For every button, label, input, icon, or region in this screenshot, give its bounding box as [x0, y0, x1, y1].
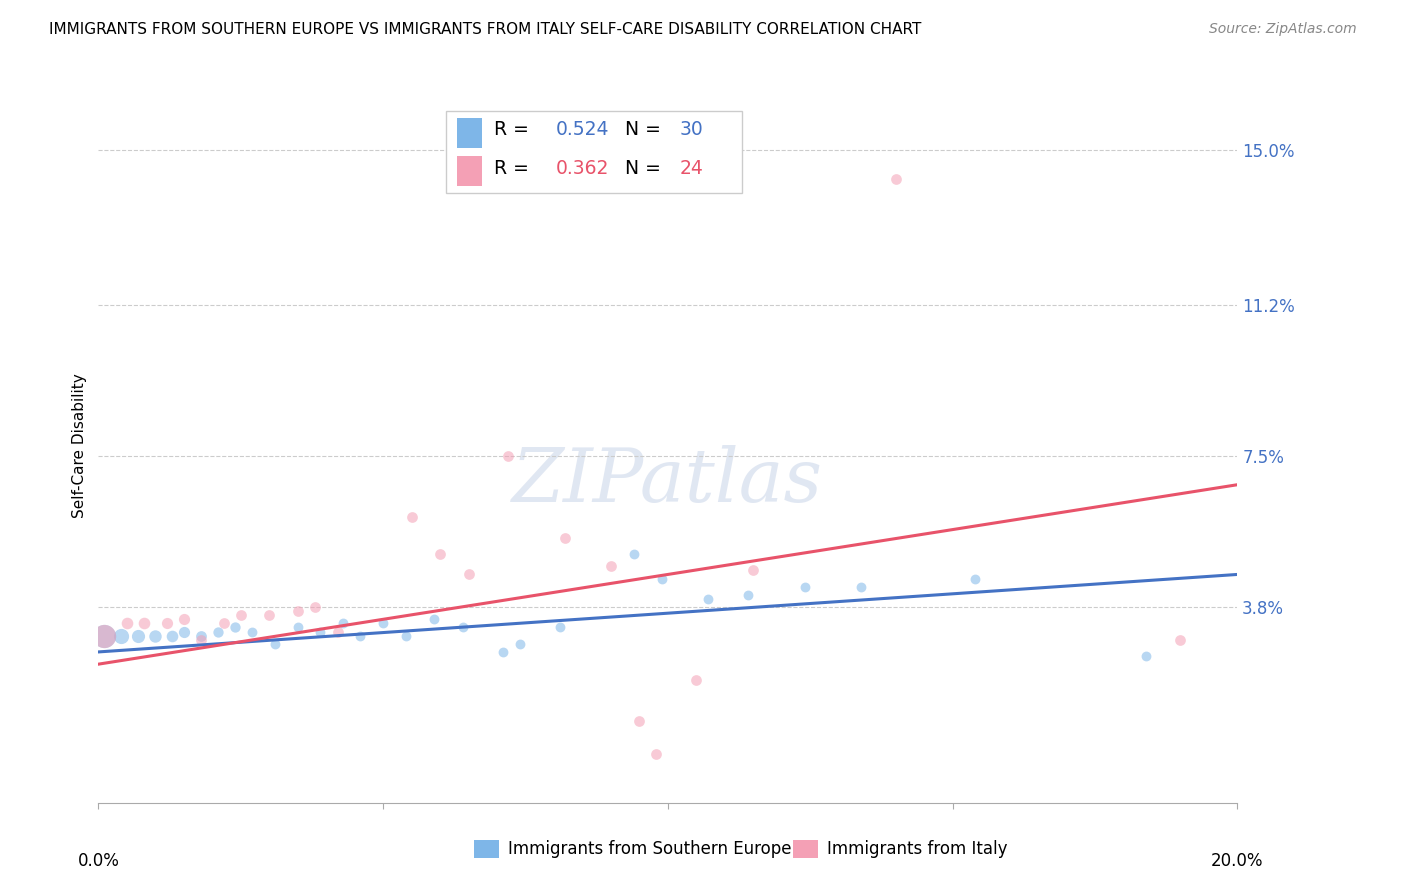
Point	[628, 714, 651, 729]
Point	[548, 620, 571, 634]
Point	[110, 629, 132, 643]
Point	[965, 572, 987, 586]
Point	[742, 563, 765, 577]
Point	[326, 624, 349, 639]
Point	[132, 616, 155, 631]
Point	[401, 510, 423, 524]
Point	[93, 629, 115, 643]
Point	[509, 637, 531, 651]
Bar	[457, 118, 482, 147]
Point	[309, 624, 332, 639]
FancyBboxPatch shape	[446, 111, 742, 193]
Point	[457, 567, 479, 582]
Text: Immigrants from Southern Europe: Immigrants from Southern Europe	[509, 840, 792, 858]
Point	[212, 616, 235, 631]
Point	[884, 172, 907, 186]
Point	[145, 629, 167, 643]
Point	[332, 616, 354, 631]
Point	[554, 531, 576, 545]
Point	[127, 629, 149, 643]
Point	[229, 608, 252, 623]
Text: 24: 24	[679, 160, 703, 178]
Text: 0.362: 0.362	[557, 160, 610, 178]
Point	[373, 616, 395, 631]
Point	[498, 449, 520, 463]
Point	[207, 624, 229, 639]
Point	[451, 620, 474, 634]
Y-axis label: Self-Care Disability: Self-Care Disability	[72, 374, 87, 518]
Text: R =: R =	[494, 120, 534, 139]
Point	[287, 604, 309, 618]
Bar	[457, 156, 482, 186]
Point	[651, 572, 673, 586]
Point	[349, 629, 371, 643]
Point	[395, 629, 418, 643]
Point	[190, 632, 212, 647]
Point	[685, 673, 707, 688]
Text: 0.0%: 0.0%	[77, 852, 120, 870]
Point	[423, 612, 446, 626]
Point	[793, 580, 815, 594]
Text: 20.0%: 20.0%	[1211, 852, 1264, 870]
Point	[156, 616, 179, 631]
Point	[1135, 648, 1157, 663]
Point	[737, 588, 759, 602]
Point	[304, 600, 326, 615]
Point	[190, 629, 212, 643]
Point	[1170, 632, 1192, 647]
Text: ZIPatlas: ZIPatlas	[512, 445, 824, 518]
Point	[93, 629, 115, 643]
Point	[240, 624, 263, 639]
Point	[115, 616, 138, 631]
Point	[851, 580, 873, 594]
Text: Source: ZipAtlas.com: Source: ZipAtlas.com	[1209, 22, 1357, 37]
Text: 0.524: 0.524	[557, 120, 610, 139]
Point	[287, 620, 309, 634]
Point	[429, 547, 451, 561]
Point	[173, 624, 195, 639]
Text: 30: 30	[679, 120, 703, 139]
Bar	[474, 840, 499, 858]
Point	[173, 612, 195, 626]
Point	[264, 637, 287, 651]
Point	[162, 629, 184, 643]
Text: IMMIGRANTS FROM SOUTHERN EUROPE VS IMMIGRANTS FROM ITALY SELF-CARE DISABILITY CO: IMMIGRANTS FROM SOUTHERN EUROPE VS IMMIG…	[49, 22, 921, 37]
Text: N =: N =	[624, 120, 666, 139]
Point	[259, 608, 281, 623]
Point	[696, 591, 718, 606]
Point	[623, 547, 645, 561]
Bar	[793, 840, 818, 858]
Point	[224, 620, 246, 634]
Text: N =: N =	[624, 160, 666, 178]
Point	[600, 559, 623, 574]
Point	[645, 747, 668, 761]
Text: Immigrants from Italy: Immigrants from Italy	[827, 840, 1008, 858]
Point	[492, 645, 515, 659]
Text: R =: R =	[494, 160, 534, 178]
